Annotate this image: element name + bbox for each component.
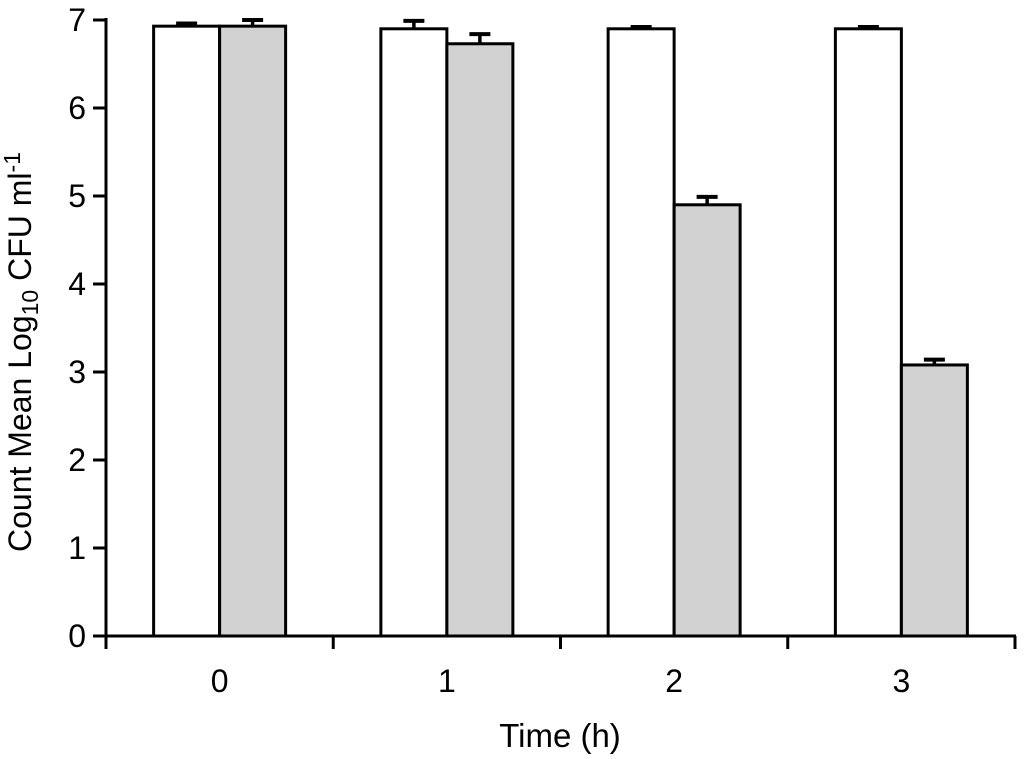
y-tick-label-7: 7 xyxy=(68,2,86,38)
y-tick-label-2: 2 xyxy=(68,442,86,478)
y-tick-label-4: 4 xyxy=(68,266,86,302)
y-tick-label-1: 1 xyxy=(68,530,86,566)
x-tick-label-1: 1 xyxy=(438,663,456,699)
y-tick-label-0: 0 xyxy=(68,618,86,654)
y-tick-label-5: 5 xyxy=(68,178,86,214)
bar-white-bars-t0 xyxy=(152,24,222,638)
bar-white-bars-t1 xyxy=(379,27,449,638)
bar-grey-bars-t0 xyxy=(218,24,288,638)
y-axis-title: Count Mean Log10 CFU ml-1 xyxy=(0,152,43,552)
x-axis-title: Time (h) xyxy=(499,717,621,754)
x-tick-label-3: 3 xyxy=(892,663,910,699)
bar-grey-bars-t2 xyxy=(672,203,742,638)
x-tick-label-0: 0 xyxy=(211,663,229,699)
bar-white-bars-t3 xyxy=(833,27,903,638)
bar-grey-bars-t1 xyxy=(445,42,515,638)
y-tick-label-3: 3 xyxy=(68,354,86,390)
y-tick-label-6: 6 xyxy=(68,90,86,126)
x-tick-label-2: 2 xyxy=(665,663,683,699)
bar-white-bars-t2 xyxy=(606,27,676,638)
bar-grey-bars-t3 xyxy=(899,363,969,638)
